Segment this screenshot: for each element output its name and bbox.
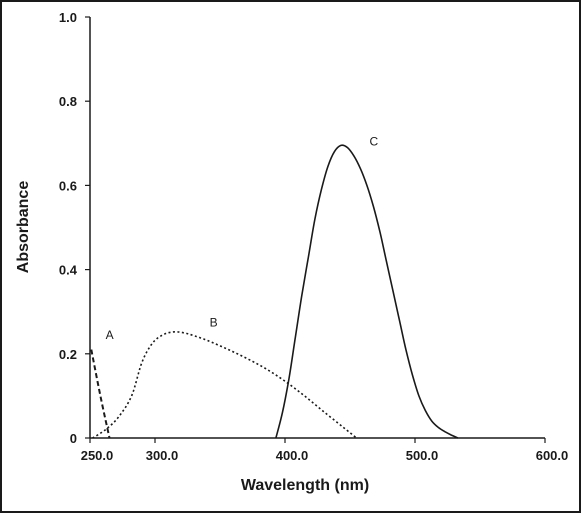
curve-label-b: B: [210, 315, 218, 329]
y-tick-label: 0.8: [59, 94, 77, 109]
y-tick-label: 0.6: [59, 178, 77, 193]
y-tick-label: 0.4: [59, 263, 78, 278]
x-tick-label: 250.0: [81, 448, 114, 463]
x-axis-ticks: 250.0 300.0 400.0 500.0 600.0: [81, 438, 569, 463]
curve-label-c: C: [370, 134, 379, 148]
x-tick-label: 300.0: [146, 448, 179, 463]
x-tick-label: 400.0: [276, 448, 309, 463]
y-tick-label: 1.0: [59, 10, 77, 25]
chart-axes: [89, 17, 545, 439]
curve-label-a: A: [106, 328, 114, 342]
curve-annotations: A B C: [106, 134, 379, 342]
series-line-b: [92, 331, 358, 439]
x-tick-label: 600.0: [536, 448, 569, 463]
x-tick-label: 500.0: [406, 448, 439, 463]
series-line-a: [90, 349, 111, 439]
series-line-c: [275, 144, 459, 439]
y-tick-label: 0.2: [59, 347, 77, 362]
x-axis-title: Wavelength (nm): [241, 477, 369, 494]
y-axis-ticks: 0 0.2 0.4 0.6 0.8 1.0: [59, 10, 90, 446]
y-axis-title: Absorbance: [15, 181, 32, 274]
y-tick-label: 0: [70, 431, 77, 446]
chart-series: [90, 144, 459, 439]
